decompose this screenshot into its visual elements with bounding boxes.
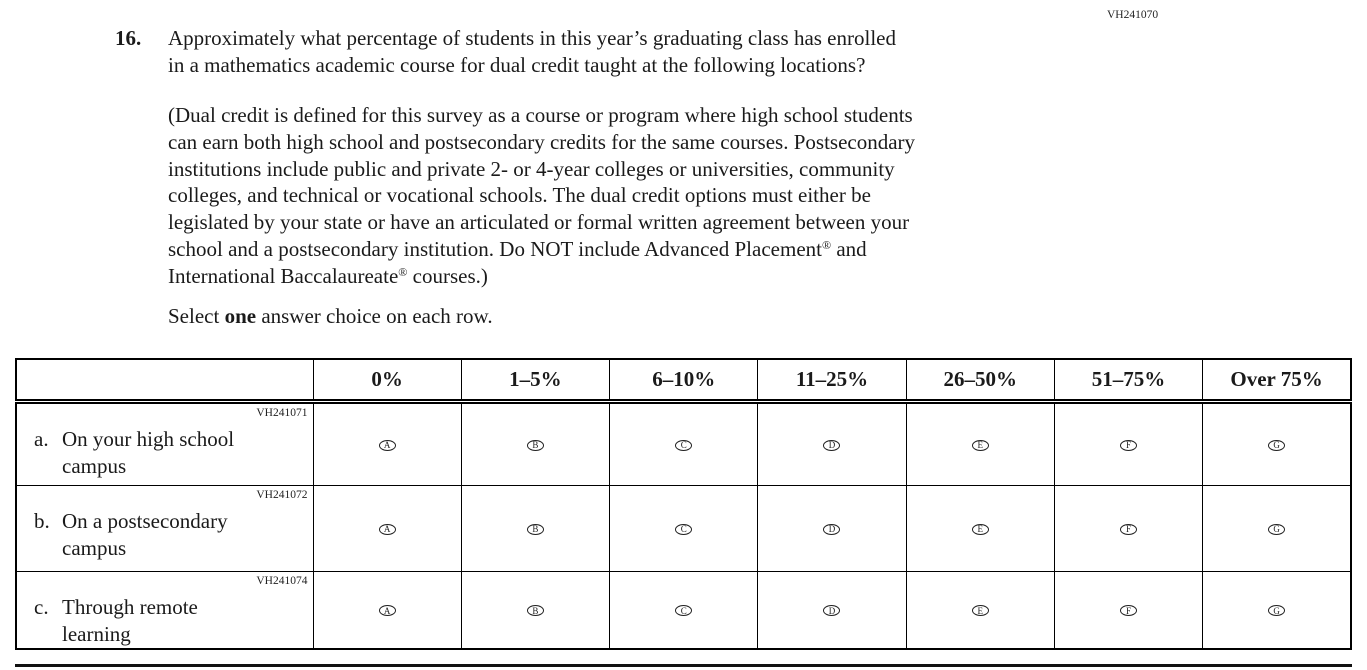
- question-block: 16. Approximately what percentage of stu…: [115, 25, 1175, 79]
- instruction-text: answer choice on each row.: [256, 304, 493, 328]
- row-code: VH241071: [256, 406, 308, 419]
- answer-bubble[interactable]: F: [1120, 523, 1138, 535]
- column-header: 0%: [312, 358, 462, 404]
- answer-bubble[interactable]: D: [823, 439, 841, 451]
- answer-cell: E: [905, 484, 1055, 572]
- answer-bubble[interactable]: D: [823, 605, 841, 616]
- answer-bubble[interactable]: E: [971, 523, 989, 535]
- column-header: 26–50%: [905, 358, 1055, 404]
- answer-cell: A: [312, 570, 462, 649]
- definition-paragraph: (Dual credit is defined for this survey …: [168, 102, 1188, 290]
- row-prefix: b.: [34, 508, 50, 533]
- answer-cell: B: [460, 400, 611, 486]
- question-text: Approximately what percentage of student…: [168, 26, 896, 77]
- answer-cell: G: [1202, 484, 1352, 572]
- response-matrix-table: 0% 1–5% 6–10% 11–25% 26–50% 51–75% Over …: [15, 358, 1352, 650]
- definition-text: and International Baccalaureate: [168, 236, 867, 288]
- answer-cell: E: [905, 400, 1055, 486]
- answer-bubble[interactable]: D: [823, 523, 841, 535]
- answer-cell: C: [609, 570, 759, 649]
- registered-symbol: ®: [398, 264, 408, 279]
- row-prefix: a.: [34, 426, 49, 451]
- question-number: 16.: [115, 26, 142, 50]
- answer-bubble[interactable]: E: [971, 605, 989, 616]
- answer-cell: F: [1053, 484, 1204, 572]
- answer-cell: F: [1053, 400, 1204, 486]
- answer-cell: B: [460, 570, 611, 649]
- row-code: VH241072: [256, 488, 308, 501]
- answer-cell: F: [1053, 570, 1204, 649]
- corner-cell: [15, 358, 314, 404]
- column-header: 6–10%: [609, 358, 759, 404]
- instruction-bold: one: [224, 304, 257, 328]
- answer-cell: G: [1202, 570, 1352, 649]
- answer-bubble[interactable]: B: [526, 439, 544, 451]
- table-row: VH241074 c. Through remote learning A B …: [15, 570, 1352, 649]
- answer-bubble[interactable]: B: [526, 605, 544, 616]
- answer-bubble[interactable]: G: [1268, 439, 1286, 451]
- instruction-text: Select: [168, 304, 225, 328]
- row-prefix: c.: [34, 594, 49, 619]
- answer-cell: A: [312, 400, 462, 486]
- answer-cell: C: [609, 484, 759, 572]
- answer-bubble[interactable]: E: [971, 439, 989, 451]
- row-label-cell: VH241072 b. On a postsecondary campus: [15, 484, 314, 572]
- table-row: VH241071 a. On your high school campus A…: [15, 400, 1352, 486]
- row-label: On your high school campus: [62, 426, 235, 478]
- answer-bubble[interactable]: G: [1268, 523, 1286, 535]
- answer-bubble[interactable]: G: [1268, 605, 1286, 616]
- registered-symbol: ®: [821, 237, 832, 252]
- answer-bubble[interactable]: C: [675, 523, 693, 535]
- answer-cell: C: [609, 400, 759, 486]
- answer-cell: E: [905, 570, 1055, 649]
- answer-bubble[interactable]: A: [378, 439, 396, 451]
- next-section-divider: [15, 664, 1352, 667]
- answer-bubble[interactable]: C: [675, 605, 693, 616]
- header-row: 0% 1–5% 6–10% 11–25% 26–50% 51–75% Over …: [15, 358, 1352, 404]
- instruction-line: Select one answer choice on each row.: [168, 303, 493, 330]
- form-code: VH241070: [1107, 9, 1159, 21]
- definition-text: courses.): [407, 263, 488, 288]
- answer-bubble[interactable]: F: [1120, 439, 1138, 451]
- answer-cell: D: [757, 484, 907, 572]
- row-label: On a postsecondary campus: [62, 508, 228, 560]
- answer-bubble[interactable]: B: [526, 523, 544, 535]
- column-header: 11–25%: [757, 358, 907, 404]
- column-header: Over 75%: [1202, 358, 1352, 404]
- answer-bubble[interactable]: A: [378, 523, 396, 535]
- answer-cell: D: [757, 400, 907, 486]
- column-header: 1–5%: [460, 358, 611, 404]
- definition-text: (Dual credit is defined for this survey …: [168, 103, 916, 261]
- answer-cell: A: [312, 484, 462, 572]
- row-label: Through remote learning: [62, 594, 198, 646]
- row-code: VH241074: [256, 574, 308, 587]
- answer-cell: D: [757, 570, 907, 649]
- answer-cell: B: [460, 484, 611, 572]
- row-label-cell: VH241074 c. Through remote learning: [15, 570, 314, 649]
- row-label-cell: VH241071 a. On your high school campus: [15, 400, 314, 486]
- answer-bubble[interactable]: F: [1120, 605, 1138, 616]
- answer-bubble[interactable]: C: [675, 439, 693, 451]
- answer-cell: G: [1202, 400, 1352, 486]
- table-row: VH241072 b. On a postsecondary campus A …: [15, 484, 1352, 572]
- column-header: 51–75%: [1053, 358, 1204, 404]
- answer-bubble[interactable]: A: [378, 605, 396, 616]
